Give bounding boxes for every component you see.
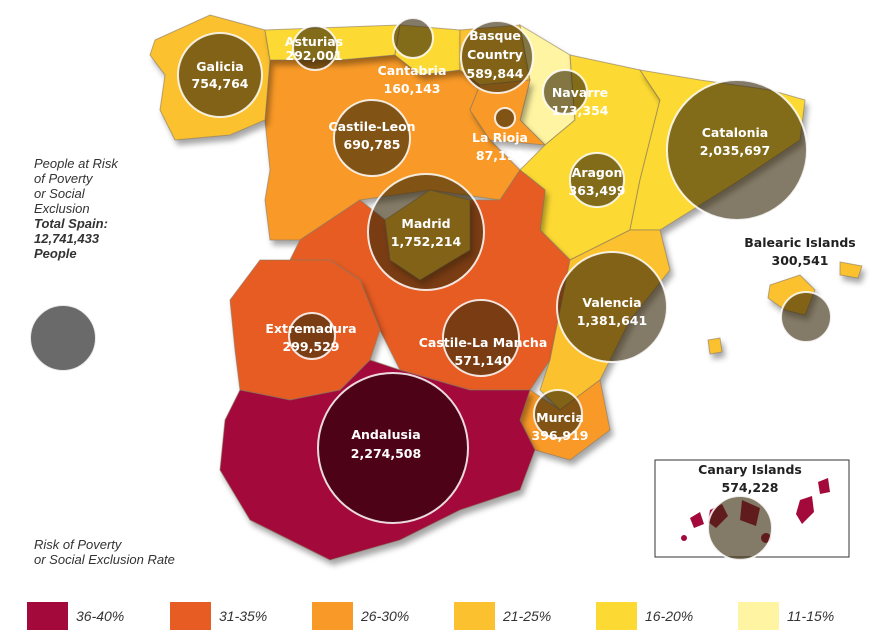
label-balearic-islands: Balearic Islands <box>744 235 855 250</box>
label-la-rioja: La Rioja <box>472 130 528 145</box>
bubble-galicia <box>177 32 263 118</box>
value-cantabria: 160,143 <box>384 81 441 96</box>
legend-label: 26-30% <box>361 608 410 624</box>
bubble-castile-leon <box>333 99 411 177</box>
legend-swatch <box>738 602 779 630</box>
total-label: Total Spain: <box>34 216 108 231</box>
value-navarre: 173,354 <box>552 103 609 118</box>
legend-title-line: or Social Exclusion Rate <box>34 552 175 567</box>
value-canary-islands: 574,228 <box>722 480 779 495</box>
legend-swatch <box>27 602 68 630</box>
legend-swatch <box>312 602 353 630</box>
value-galicia: 754,764 <box>192 76 249 91</box>
legend-label: 21-25% <box>503 608 552 624</box>
label-extremadura: Extremadura <box>265 321 356 336</box>
label-castile-la-mancha: Castile-La Mancha <box>419 335 548 350</box>
legend-item: 31-35% <box>170 602 267 630</box>
value-castile-la-mancha: 571,140 <box>455 353 512 368</box>
legend-item: 36-40% <box>27 602 124 630</box>
bubble-valencia <box>556 251 668 363</box>
legend-bubble <box>29 304 97 372</box>
legend-swatch <box>170 602 211 630</box>
label-basque-country-2: Country <box>467 47 523 62</box>
legend-item: 11-15% <box>738 602 834 630</box>
bubble-madrid <box>367 173 485 291</box>
legend-title: Risk of Poverty or Social Exclusion Rate <box>34 537 175 567</box>
value-basque-country: 589,844 <box>467 66 524 81</box>
value-balearic-islands: 300,541 <box>772 253 829 268</box>
bubble-asturias <box>292 25 338 71</box>
value-aragon: 363,499 <box>569 183 626 198</box>
title-block: People at Risk of Poverty or Social Excl… <box>34 156 118 261</box>
total-value: 12,741,433 <box>34 231 100 246</box>
bubble-canary-islands <box>707 495 773 561</box>
bubble-andalusia <box>317 372 469 524</box>
value-andalusia: 2,274,508 <box>351 446 421 461</box>
region-labels: Galicia 754,764 Asturias 292,001 Cantabr… <box>192 28 856 495</box>
value-asturias: 292,001 <box>286 48 343 63</box>
bubble-la-rioja <box>494 107 516 129</box>
bubble-basque-country <box>460 20 534 94</box>
legend-swatch <box>454 602 495 630</box>
legend-swatch <box>596 602 637 630</box>
legend-label: 36-40% <box>76 608 125 624</box>
bubble-murcia <box>533 389 583 439</box>
legend-item: 26-30% <box>312 602 409 630</box>
legend-title-line: Risk of Poverty <box>34 537 122 552</box>
title-line: People at Risk <box>34 156 118 171</box>
value-la-rioja: 87,198 <box>476 148 524 163</box>
value-castile-leon: 690,785 <box>344 137 401 152</box>
value-murcia: 396,919 <box>532 428 589 443</box>
legend-label: 11-15% <box>787 608 835 624</box>
legend-label: 31-35% <box>219 608 268 624</box>
title-line: or Social <box>34 186 85 201</box>
color-legend: 36-40% 31-35% 26-30% 21-25% 16-20% 11-15… <box>0 602 878 632</box>
bubble-cantabria <box>392 17 434 59</box>
label-valencia: Valencia <box>582 295 641 310</box>
bubble-castile-la-mancha <box>442 299 520 377</box>
label-asturias: Asturias <box>285 34 343 49</box>
label-murcia: Murcia <box>536 410 584 425</box>
population-bubbles <box>29 17 832 561</box>
label-catalonia: Catalonia <box>702 125 769 140</box>
label-canary-islands: Canary Islands <box>698 462 802 477</box>
bubble-balearic-islands <box>780 291 832 343</box>
label-castile-leon: Castile-Leon <box>328 119 415 134</box>
legend-item: 21-25% <box>454 602 551 630</box>
bubble-aragon <box>569 152 625 208</box>
bubble-navarre <box>542 69 588 115</box>
bubble-extremadura <box>288 312 336 360</box>
title-line: of Poverty <box>34 171 93 186</box>
bubble-catalonia <box>666 79 808 221</box>
label-basque-country-1: Basque <box>469 28 521 43</box>
label-andalusia: Andalusia <box>351 427 420 442</box>
value-valencia: 1,381,641 <box>577 313 647 328</box>
value-catalonia: 2,035,697 <box>700 143 770 158</box>
legend-label: 16-20% <box>645 608 694 624</box>
label-cantabria: Cantabria <box>378 63 447 78</box>
title-line: Exclusion <box>34 201 90 216</box>
legend-item: 16-20% <box>596 602 693 630</box>
label-navarre: Navarre <box>552 85 608 100</box>
value-extremadura: 299,529 <box>283 339 340 354</box>
value-madrid: 1,752,214 <box>391 234 462 249</box>
label-galicia: Galicia <box>196 59 243 74</box>
total-unit: People <box>34 246 77 261</box>
label-aragon: Aragon <box>572 165 623 180</box>
label-madrid: Madrid <box>401 216 450 231</box>
